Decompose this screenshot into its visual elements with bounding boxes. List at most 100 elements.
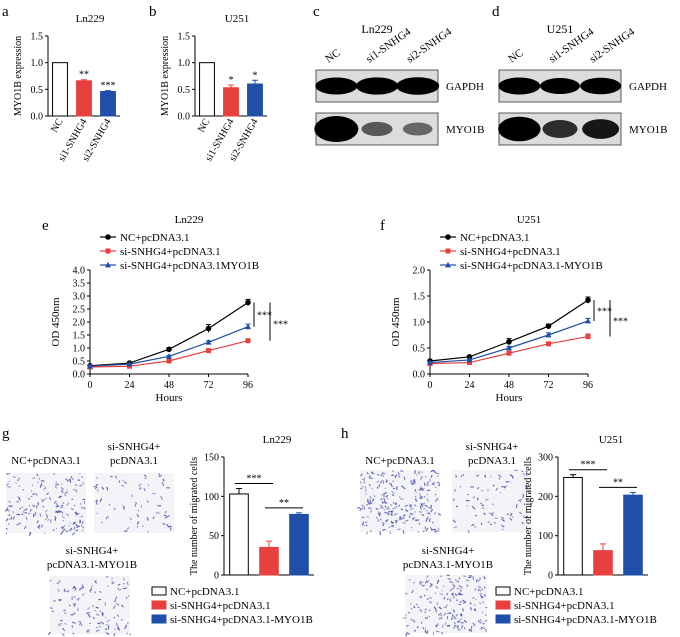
cell-speck [57, 580, 61, 584]
y-tick-label: 100 [538, 531, 553, 542]
cell-speck [162, 523, 166, 526]
data-point [585, 334, 591, 340]
cell-speck [78, 587, 82, 591]
cell-speck [465, 579, 470, 582]
cell-speck [118, 588, 122, 592]
y-tick-label: 1.0 [178, 58, 191, 69]
cell-speck [387, 510, 390, 514]
cell-speck [471, 523, 475, 527]
cell-speck [69, 527, 73, 532]
cell-speck [431, 521, 434, 524]
x-tick-label: 72 [204, 380, 214, 391]
cell-speck [83, 506, 86, 510]
cell-speck [471, 505, 476, 510]
cell-speck [86, 607, 91, 610]
cell-speck [457, 580, 460, 583]
cell-speck [41, 505, 45, 508]
cell-speck [430, 508, 434, 513]
cell-speck [36, 520, 39, 524]
cell-speck [39, 513, 42, 517]
cell-speck [424, 505, 428, 508]
cell-speck [381, 521, 385, 525]
cell-speck [94, 591, 96, 594]
cell-speck [99, 590, 102, 593]
legend-label: si-SNHG4+pcDNA3.1-MYO1B [170, 614, 313, 626]
cell-speck [115, 475, 117, 479]
cell-speck [107, 585, 110, 588]
cell-speck [101, 486, 105, 490]
cell-speck [424, 580, 428, 584]
cell-speck [59, 623, 63, 625]
blot-band [582, 119, 620, 139]
cell-speck [480, 620, 483, 624]
cell-speck [432, 469, 437, 474]
data-point [205, 339, 212, 345]
bar [229, 493, 249, 576]
cell-speck [158, 474, 163, 478]
cell-speck [426, 631, 429, 633]
cell-speck [451, 592, 454, 597]
cell-speck [32, 477, 35, 479]
cell-speck [462, 601, 467, 604]
cell-speck [384, 511, 388, 514]
cell-speck [435, 498, 439, 500]
y-tick-label: 200 [538, 492, 553, 503]
cell-speck [18, 485, 21, 487]
data-point [245, 299, 251, 306]
cell-speck [455, 613, 459, 617]
y-tick-label: 4.0 [73, 266, 86, 277]
x-tick-label: 96 [583, 380, 593, 391]
cell-speck [424, 525, 427, 528]
image-label: pcDNA3.1-MYO1B [47, 559, 137, 571]
cell-speck [34, 511, 37, 514]
cell-speck [89, 588, 93, 592]
cell-speck [412, 480, 416, 484]
cell-speck [526, 515, 530, 519]
line-chart-e: Ln229 0.0 0.5 1.0 1.5 2.0 2.5 3.0 3.5 4.0 0 24 48 72 9… [50, 214, 288, 404]
data-point [466, 356, 473, 363]
cell-speck [382, 507, 384, 510]
cell-speck [479, 602, 482, 605]
cell-speck [158, 472, 161, 477]
cell-speck [414, 499, 418, 502]
cell-speck [94, 486, 98, 490]
cell-speck [397, 474, 401, 478]
cell-speck [134, 501, 138, 504]
cell-speck [429, 584, 433, 588]
cell-speck [105, 632, 110, 636]
cell-speck [58, 623, 60, 627]
significance-mark: * [229, 75, 234, 86]
y-tick-label: 1.5 [73, 331, 86, 342]
x-axis-label: Hours [496, 392, 523, 404]
cell-speck [57, 588, 60, 593]
cell-speck [462, 608, 464, 612]
cell-speck [73, 595, 76, 599]
y-tick-label: 1.0 [73, 344, 86, 355]
panel-letter-e: e [42, 218, 49, 234]
blot-band [361, 121, 393, 137]
cell-speck [439, 593, 444, 596]
cell-speck [418, 522, 421, 525]
cell-speck [474, 514, 478, 517]
cell-speck [404, 592, 408, 595]
cell-speck [88, 589, 92, 594]
cell-speck [391, 525, 395, 528]
cell-speck [123, 626, 128, 630]
band-label: GAPDH [629, 81, 667, 93]
cell-speck [95, 606, 99, 609]
cell-speck [160, 495, 163, 500]
cell-speck [115, 596, 118, 598]
data-point [166, 346, 172, 353]
cell-speck [427, 484, 430, 487]
legend-label: si-SNHG4+pcDNA3.1-MYO1B [460, 260, 603, 272]
data-point [205, 325, 212, 332]
cell-speck [121, 484, 125, 487]
cell-speck [68, 525, 70, 527]
cell-speck [95, 626, 98, 629]
cell-speck [63, 589, 67, 593]
cell-speck [382, 523, 384, 527]
x-tick-label: 48 [164, 380, 174, 391]
cell-speck [106, 619, 111, 623]
cell-speck [55, 505, 60, 508]
cell-speck [453, 624, 458, 628]
